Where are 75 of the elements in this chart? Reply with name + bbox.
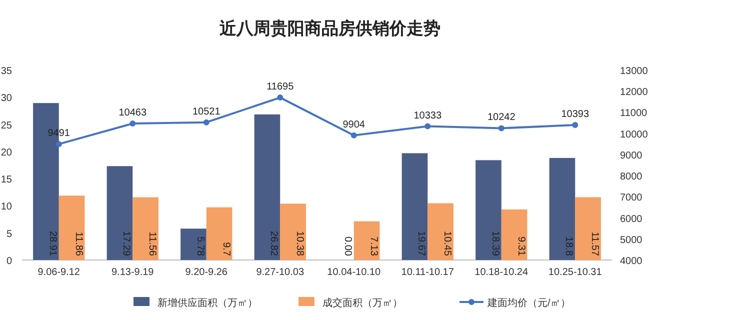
y2-tick-label: 9000 [620,150,643,162]
y-tick-label: 30 [0,93,12,104]
point [277,94,284,101]
point [203,119,210,126]
data-label: 11.56 [146,232,158,256]
y2-tick-label: 7000 [620,192,643,204]
data-label: 11.86 [72,232,84,256]
y2-tick-label: 11000 [620,108,648,120]
data-label: 0.00 [342,236,353,256]
y2-tick-label: 13000 [620,66,648,77]
data-label: 10463 [118,108,147,119]
x-tick-label: 9.06-9.12 [38,267,80,278]
bar [106,166,133,260]
y2-tick-label: 6000 [620,214,643,225]
data-label: 11695 [266,82,294,93]
bar [476,160,502,260]
data-label: 5.78 [194,236,206,256]
legend-label: 建面均价（元/㎡） [486,297,570,309]
y2-tick-label: 10000 [620,129,648,140]
data-label: 10393 [561,109,590,120]
point [498,125,504,132]
y-tick-label: 10 [0,202,12,213]
bar [549,158,576,260]
x-tick-label: 9.13-9.19 [111,267,154,278]
data-label: 26.82 [268,230,280,256]
y2-tick-label: 5000 [620,234,643,246]
legend-label: 新增供应面积（万㎡） [158,297,258,309]
data-label: 9904 [342,119,366,130]
data-label: 18.39 [489,230,500,256]
y-tick-label: 25 [0,120,12,132]
y2-tick-label: 12000 [620,87,648,98]
bar [206,207,232,260]
point [350,132,357,138]
data-label: 19.67 [416,230,427,256]
x-tick-label: 10.04-10.10 [327,267,381,278]
x-tick-label: 10.18-10.24 [474,267,528,278]
bar [501,209,528,260]
point [424,123,431,130]
y-tick-label: 15 [0,174,12,186]
x-tick-label: 10.11-10.17 [401,267,454,278]
point [56,141,62,148]
y-tick-label: 5 [6,228,12,240]
bar [575,197,601,260]
bar [280,204,306,260]
data-label: 28.91 [46,230,58,256]
bar [132,197,158,260]
y-tick-label: 35 [0,66,12,77]
bar [254,114,280,260]
y2-tick-label: 8000 [620,172,643,183]
y-tick-label: 20 [0,147,12,158]
y-tick-label: 0 [6,256,12,267]
bar [58,196,85,260]
data-label: 7.13 [368,236,379,256]
data-label: 10242 [487,112,516,124]
data-label: 17.29 [120,230,132,256]
chart-title: 近八周贵阳商品房供销价走势 [218,19,440,38]
x-tick-label: 10.25-10.31 [548,267,602,278]
point [572,122,578,128]
legend-label: 成交面积（万㎡） [322,297,402,309]
x-tick-label: 9.27-10.03 [256,267,304,278]
data-label: 18.8 [563,236,574,256]
bar [180,228,206,260]
data-label: 10.38 [294,230,306,256]
data-label: 10333 [414,110,442,122]
data-label: 11.57 [589,232,600,256]
bar [428,203,454,260]
data-label: 10.45 [442,230,453,256]
data-label: 10521 [192,106,221,118]
bar [402,153,428,260]
y2-tick-label: 4000 [620,256,643,267]
bar [354,221,380,260]
data-label: 9.31 [515,236,526,256]
point [130,120,136,127]
x-tick-label: 9.20-9.26 [185,267,228,278]
data-label: 9.7 [220,242,232,256]
